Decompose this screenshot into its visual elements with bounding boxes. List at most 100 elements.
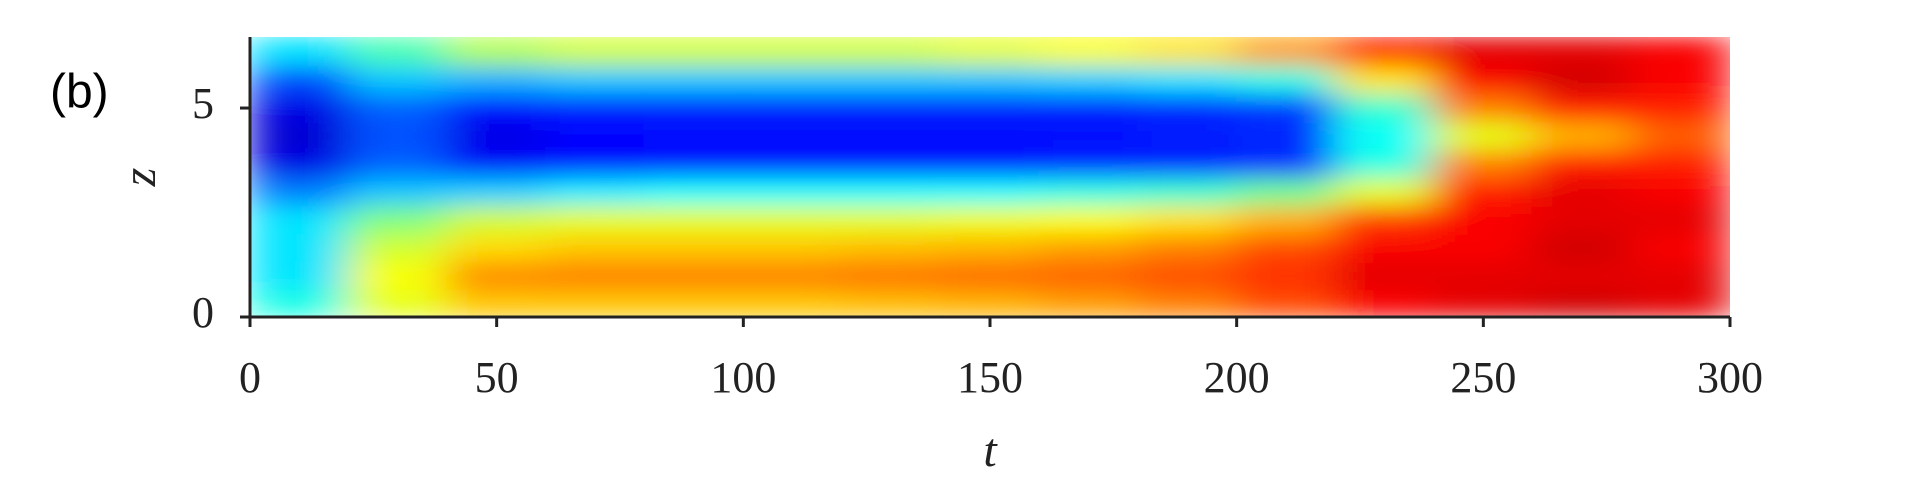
heatmap-cell: [939, 176, 1041, 206]
heatmap-cell: [1531, 204, 1633, 234]
heatmap-cell: [1235, 176, 1337, 206]
heatmap-cell: [742, 288, 843, 317]
heatmap-cell: [446, 64, 547, 94]
heatmap-cell: [643, 37, 745, 66]
heatmap-cell: [545, 120, 646, 150]
heatmap-cell: [1433, 37, 1534, 66]
heatmap-cell: [1137, 148, 1238, 178]
heatmap-cell: [1334, 288, 1435, 317]
heatmap-cell: [545, 148, 646, 178]
heatmap-cell: [1137, 232, 1238, 262]
heatmap-cell: [1433, 288, 1534, 317]
heatmap-cell: [1235, 204, 1337, 234]
heatmap-cell: [250, 92, 350, 122]
heatmap-cell: [742, 37, 843, 66]
heatmap-cell: [1137, 64, 1238, 94]
heatmap-cell: [1137, 176, 1238, 206]
heatmap-cell: [347, 120, 449, 150]
heatmap-cell: [841, 64, 942, 94]
heatmap-cell: [643, 120, 745, 150]
heatmap-cell: [643, 260, 745, 290]
heatmap-cell: [1334, 176, 1435, 206]
heatmap-cell: [1433, 204, 1534, 234]
heatmap-cell: [1531, 260, 1633, 290]
heatmap-cell: [1630, 92, 1730, 122]
x-tick-label: 0: [239, 353, 261, 402]
heatmap-cell: [446, 260, 547, 290]
heatmap-cell: [1433, 148, 1534, 178]
heatmap-cell: [347, 260, 449, 290]
heatmap-cell: [250, 288, 350, 317]
heatmap-cell: [1433, 260, 1534, 290]
heatmap-cell: [250, 176, 350, 206]
heatmap-cell: [250, 120, 350, 150]
heatmap-cell: [742, 120, 843, 150]
heatmap-cell: [347, 232, 449, 262]
heatmap-cell: [1235, 64, 1337, 94]
heatmap-cell: [1137, 260, 1238, 290]
heatmap-cell: [250, 37, 350, 66]
heatmap-cell: [939, 92, 1041, 122]
heatmap-cell: [742, 148, 843, 178]
heatmap-cell: [1038, 148, 1139, 178]
x-tick-label: 150: [957, 353, 1023, 402]
heatmap-cell: [446, 232, 547, 262]
y-tick-label: 0: [192, 288, 214, 337]
heatmap-cell: [1137, 288, 1238, 317]
heatmap: [250, 37, 1730, 317]
heatmap-cell: [1038, 288, 1139, 317]
heatmap-cell: [643, 92, 745, 122]
heatmap-cell: [1334, 120, 1435, 150]
heatmap-cell: [1235, 92, 1337, 122]
heatmap-cell: [1531, 92, 1633, 122]
heatmap-cell: [643, 64, 745, 94]
heatmap-cell: [347, 64, 449, 94]
heatmap-cell: [1137, 92, 1238, 122]
heatmap-cell: [1630, 64, 1730, 94]
heatmap-cell: [1630, 204, 1730, 234]
heatmap-cell: [1531, 176, 1633, 206]
heatmap-cell: [446, 120, 547, 150]
heatmap-cell: [1630, 148, 1730, 178]
heatmap-cell: [1630, 37, 1730, 66]
heatmap-cell: [545, 288, 646, 317]
x-tick-label: 50: [475, 353, 519, 402]
heatmap-cell: [1334, 64, 1435, 94]
heatmap-cell: [1630, 232, 1730, 262]
heatmap-cell: [742, 232, 843, 262]
heatmap-cell: [1334, 37, 1435, 66]
heatmap-cell: [347, 148, 449, 178]
heatmap-cell: [545, 232, 646, 262]
heatmap-cell: [1630, 120, 1730, 150]
heatmap-cell: [1531, 37, 1633, 66]
heatmap-cell: [446, 92, 547, 122]
heatmap-cell: [545, 260, 646, 290]
heatmap-cell: [1235, 288, 1337, 317]
heatmap-cell: [1433, 120, 1534, 150]
heatmap-cell: [1235, 148, 1337, 178]
heatmap-cell: [446, 148, 547, 178]
heatmap-cell: [1630, 288, 1730, 317]
heatmap-cell: [643, 204, 745, 234]
heatmap-cell: [1137, 120, 1238, 150]
heatmap-cell: [1235, 232, 1337, 262]
heatmap-cell: [939, 204, 1041, 234]
heatmap-cell: [1235, 260, 1337, 290]
heatmap-cell: [446, 37, 547, 66]
heatmap-cell: [1531, 288, 1633, 317]
heatmap-cell: [545, 37, 646, 66]
heatmap-cell: [742, 204, 843, 234]
heatmap-cell: [643, 148, 745, 178]
heatmap-cell: [250, 148, 350, 178]
heatmap-cell: [1334, 260, 1435, 290]
heatmap-cell: [939, 120, 1041, 150]
heatmap-cell: [347, 37, 449, 66]
heatmap-cell: [1334, 204, 1435, 234]
heatmap-cell: [1038, 120, 1139, 150]
heatmap-cell: [1433, 176, 1534, 206]
heatmap-cell: [1433, 232, 1534, 262]
heatmap-cell: [742, 64, 843, 94]
heatmap-cell: [939, 288, 1041, 317]
heatmap-cell: [1038, 92, 1139, 122]
